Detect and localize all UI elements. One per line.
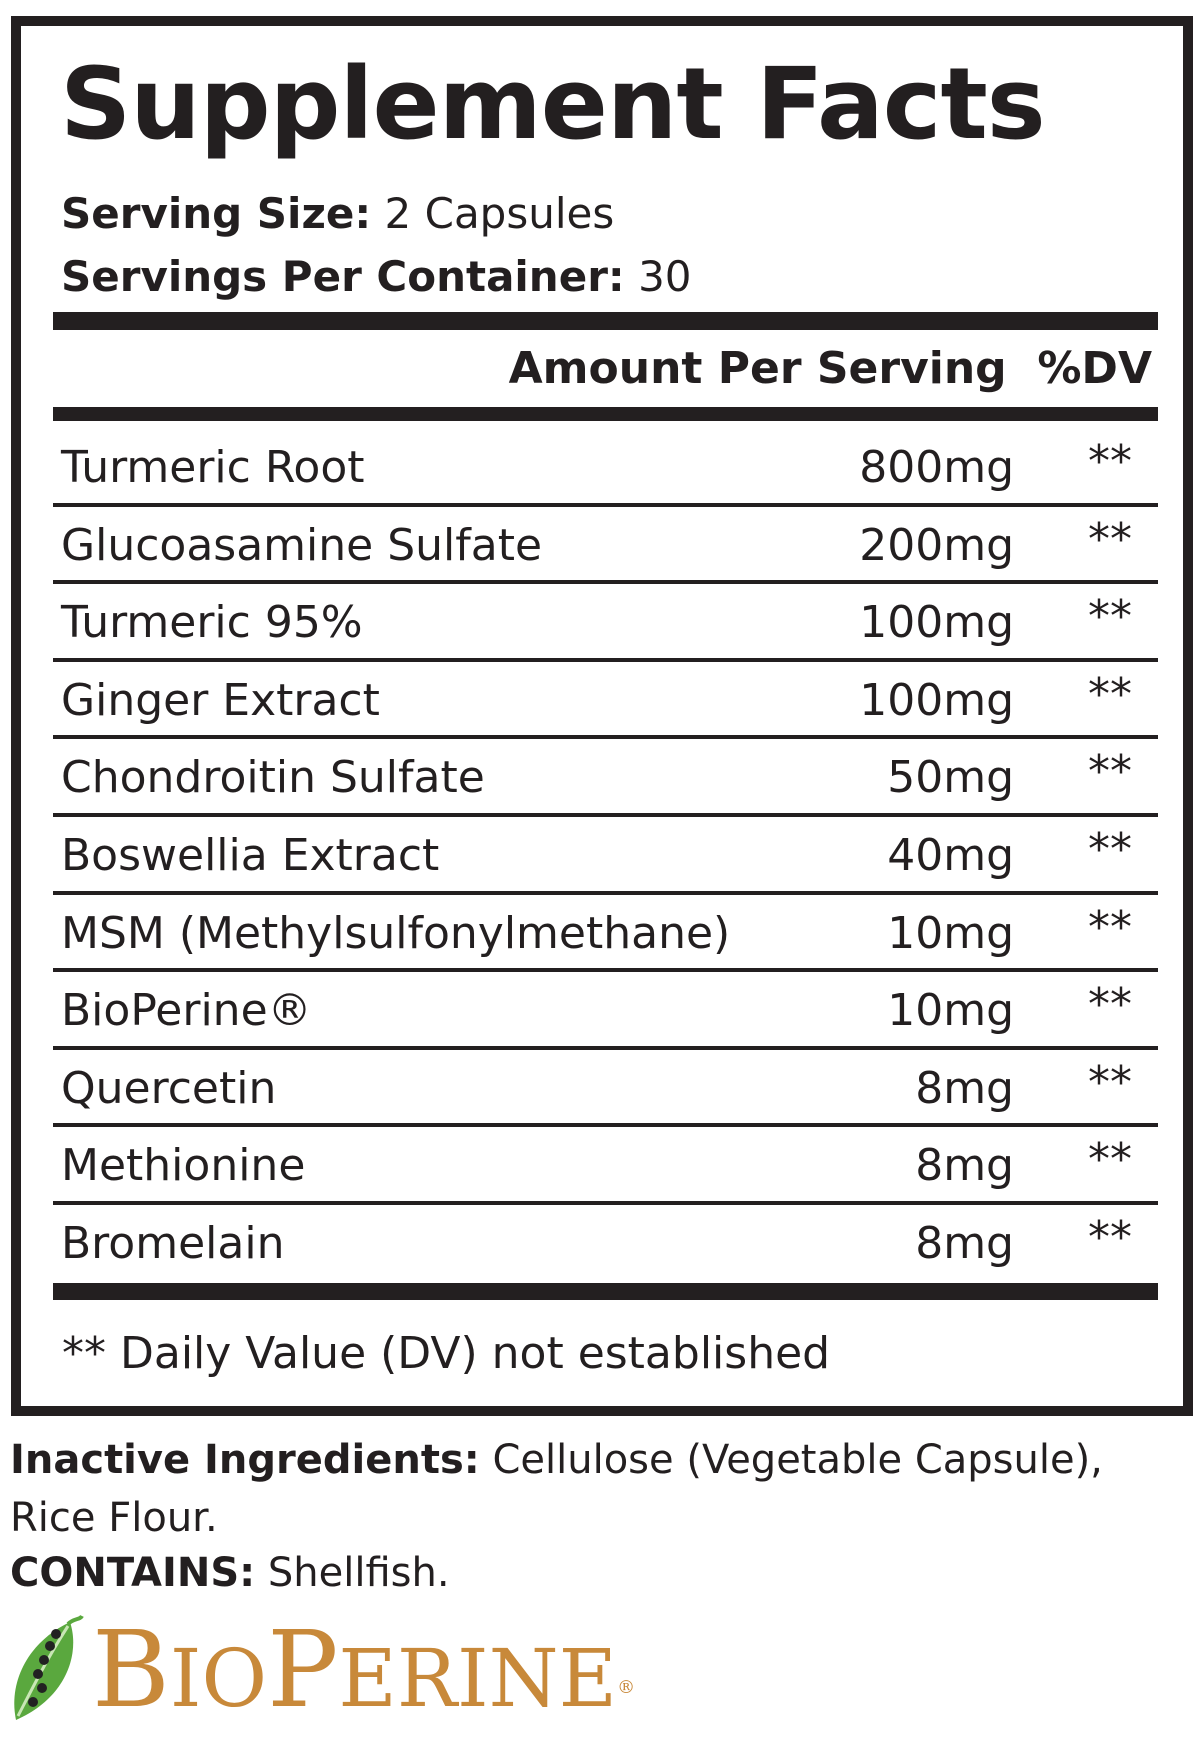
ingredient-name: Methionine [61,1140,306,1192]
ingredient-amount: 100mg [859,597,1014,649]
ingredient-amount: 40mg [887,830,1014,881]
row-divider [53,735,1158,740]
pepper-leaf-icon [14,1614,84,1720]
ingredient-amount: 8mg [915,1218,1014,1269]
ingredient-name: Turmeric Root [61,442,365,493]
serving-size-label: Serving Size: [61,189,372,238]
panel-title: Supplement Facts [60,47,1046,162]
ingredient-row: Turmeric Root 800mg ** [53,429,1158,507]
ingredient-row: Methionine 8mg ** [53,1127,1158,1205]
ingredient-dv: ** [1088,901,1132,953]
thick-divider [53,1283,1158,1300]
bioperine-wordmark: BIOPERINE® [92,1608,636,1731]
ingredient-dv: ** [1088,591,1132,643]
ingredient-name: Ginger Extract [61,674,380,726]
bioperine-logo: BIOPERINE® [8,1612,708,1727]
ingredient-name: Turmeric 95% [61,597,363,649]
footnote: ** Daily Value (DV) not established [62,1328,831,1379]
ingredient-amount: 10mg [887,985,1014,1037]
ingredient-row: BioPerine® 10mg ** [53,972,1158,1050]
ingredient-amount: 10mg [887,907,1014,959]
row-divider [53,580,1158,585]
ingredient-dv: ** [1088,746,1132,798]
row-divider [53,890,1158,895]
ingredient-dv: ** [1088,1056,1132,1108]
servings-per-container: Servings Per Container: 30 [61,251,692,303]
ingredient-row: Quercetin 8mg ** [53,1050,1158,1128]
ingredient-dv: ** [1088,1134,1132,1186]
thick-divider [53,312,1158,330]
ingredient-name: Boswellia Extract [61,830,440,881]
ingredient-dv: ** [1088,436,1132,487]
contains-statement: CONTAINS: Shellfish. [10,1547,450,1599]
row-divider [53,657,1158,662]
row-divider [53,1200,1158,1205]
row-divider [53,1045,1158,1050]
ingredient-dv: ** [1088,668,1132,720]
ingredient-dv: ** [1088,513,1132,565]
serving-size: Serving Size: 2 Capsules [61,188,614,240]
table-header: Amount Per Serving %DV [509,342,1152,396]
ingredient-row: Bromelain 8mg ** [53,1205,1158,1283]
dv-header: %DV [1037,343,1152,394]
ingredient-dv: ** [1088,1212,1132,1263]
row-divider [53,1123,1158,1128]
contains-label: CONTAINS: [10,1550,256,1596]
inactive-ingredients-cont: Rice Flour. [10,1495,218,1541]
ingredient-name: Chondroitin Sulfate [61,752,485,804]
servings-per-container-label: Servings Per Container: [61,252,625,301]
ingredient-name: BioPerine® [61,985,312,1037]
ingredient-row: Chondroitin Sulfate 50mg ** [53,739,1158,817]
ingredient-amount: 8mg [915,1062,1014,1114]
ingredient-amount: 100mg [859,674,1014,726]
amount-per-serving-header: Amount Per Serving [508,343,1007,394]
ingredient-row: MSM (Methylsulfonylmethane) 10mg ** [53,895,1158,973]
ingredient-row: Ginger Extract 100mg ** [53,662,1158,740]
supplement-facts-panel [11,16,1193,1416]
inactive-ingredients: Inactive Ingredients: Cellulose (Vegetab… [10,1434,1103,1486]
thick-divider [53,407,1158,421]
row-divider [53,812,1158,817]
ingredient-amount: 50mg [887,752,1014,804]
inactive-value: Cellulose (Vegetable Capsule), [492,1437,1103,1483]
ingredient-dv: ** [1088,979,1132,1031]
ingredient-dv: ** [1088,824,1132,875]
row-divider [53,968,1158,973]
contains-value: Shellfish. [267,1550,450,1596]
ingredient-name: Glucoasamine Sulfate [61,519,543,571]
serving-size-value: 2 Capsules [384,189,615,238]
ingredient-name: MSM (Methylsulfonylmethane) [61,907,731,959]
ingredient-row: Glucoasamine Sulfate 200mg ** [53,507,1158,585]
inactive-label: Inactive Ingredients: [10,1437,480,1483]
row-divider [53,502,1158,507]
ingredient-amount: 800mg [859,442,1014,493]
ingredient-row: Turmeric 95% 100mg ** [53,584,1158,662]
ingredient-amount: 8mg [915,1140,1014,1192]
ingredient-amount: 200mg [859,519,1014,571]
ingredient-row: Boswellia Extract 40mg ** [53,817,1158,895]
ingredient-name: Quercetin [61,1062,277,1114]
servings-per-container-value: 30 [638,252,692,301]
ingredient-name: Bromelain [61,1218,285,1269]
